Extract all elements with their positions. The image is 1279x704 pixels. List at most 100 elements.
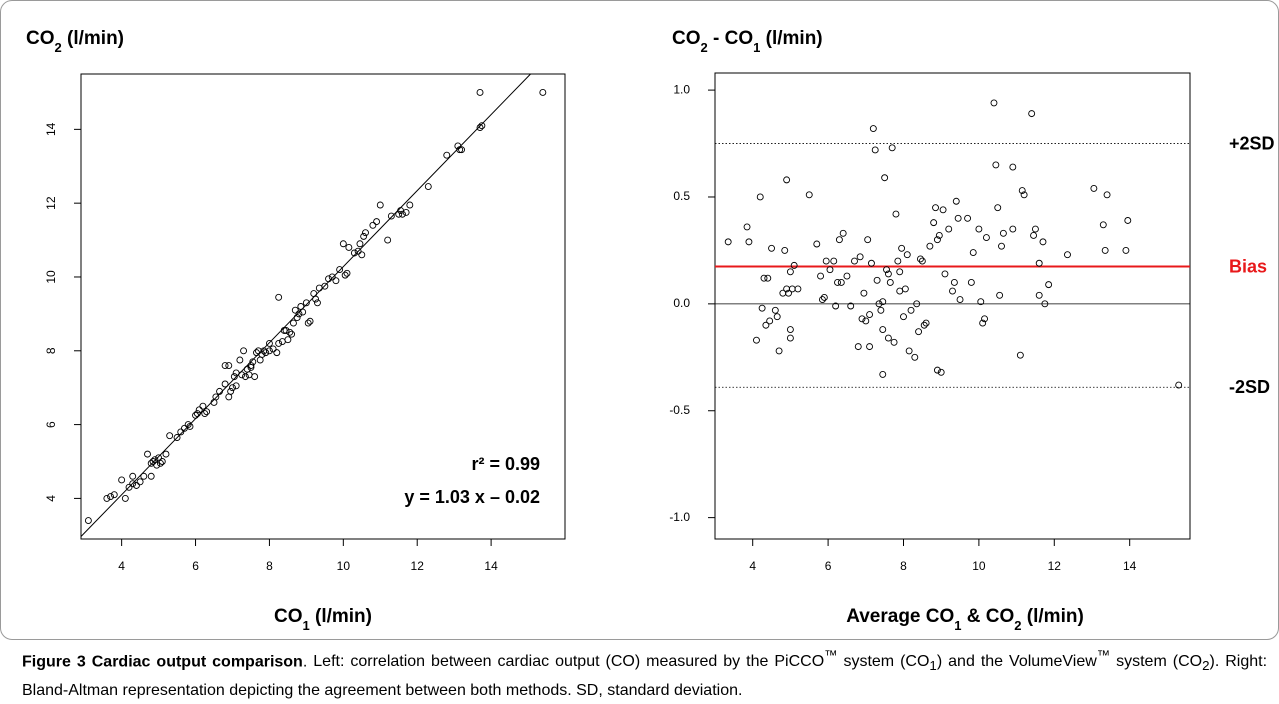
data-point	[786, 326, 794, 333]
regression-line	[80, 73, 531, 537]
data-point	[758, 304, 766, 312]
data-point	[1009, 163, 1017, 171]
data-point	[230, 373, 238, 381]
data-point	[773, 313, 781, 321]
data-point	[856, 253, 864, 261]
data-point	[1035, 259, 1043, 267]
data-point	[476, 124, 484, 131]
data-point	[129, 480, 137, 488]
data-point	[898, 244, 906, 252]
data-point	[967, 279, 975, 286]
data-point	[136, 478, 144, 486]
data-point	[1035, 291, 1043, 299]
data-point	[854, 343, 862, 351]
data-point	[229, 384, 236, 392]
data-point	[982, 234, 990, 242]
data-point	[118, 476, 126, 484]
data-point	[125, 483, 133, 491]
data-point	[1124, 217, 1132, 224]
data-point	[478, 122, 486, 130]
data-point	[241, 373, 249, 381]
data-point	[724, 238, 732, 246]
data-point	[932, 204, 939, 212]
data-point	[121, 494, 129, 502]
data-point	[903, 251, 911, 259]
data-point	[265, 347, 273, 355]
data-point	[905, 347, 913, 355]
data-point	[476, 89, 484, 96]
data-point	[839, 229, 847, 237]
data-point	[1101, 246, 1109, 254]
data-point	[918, 257, 926, 265]
left-scatter-chart: CO2 (l/min) 4 6 8 10 12 14 4 6 8 10 12 14 r² = 0.9…	[26, 28, 566, 633]
right-x-axis-label: Average CO1 & CO2 (l/min)	[846, 606, 1084, 633]
data-point	[786, 268, 794, 276]
data-point	[166, 432, 174, 440]
right-y-tick-label: 1.0	[673, 82, 690, 96]
data-point	[1103, 191, 1111, 199]
data-point	[1175, 381, 1183, 389]
right-y-tick-label: -1.0	[669, 510, 690, 524]
data-point	[890, 338, 898, 346]
figure-caption: Figure 3 Cardiac output comparison. Left…	[22, 648, 1268, 699]
data-point	[1122, 246, 1130, 254]
data-point	[879, 298, 887, 306]
data-point	[282, 327, 290, 334]
data-point	[186, 422, 194, 430]
left-y-tick-label: 12	[44, 196, 58, 210]
r-squared-annotation: r² = 0.99	[471, 454, 540, 474]
data-point	[996, 291, 1004, 299]
data-point	[275, 293, 283, 301]
right-y-tick-label: 0.0	[673, 296, 690, 310]
data-point	[945, 225, 953, 233]
data-point	[762, 321, 770, 329]
data-point	[192, 411, 199, 419]
data-point	[286, 328, 294, 336]
data-point	[999, 229, 1007, 237]
data-point	[937, 368, 945, 376]
data-point	[832, 302, 840, 310]
data-point	[260, 347, 268, 355]
left-y-axis-label: CO2 (l/min)	[26, 28, 124, 55]
data-point	[956, 296, 964, 304]
data-point	[886, 279, 894, 286]
data-point	[387, 212, 395, 220]
data-point	[384, 236, 392, 244]
left-y-ticks: 4 6 8 10 12 14	[44, 122, 81, 502]
data-point	[933, 366, 941, 374]
data-point	[212, 393, 220, 401]
left-x-tick-label: 8	[266, 559, 273, 573]
data-point	[149, 458, 157, 465]
data-point	[877, 306, 885, 314]
data-point	[911, 353, 919, 361]
data-point	[406, 201, 414, 209]
data-point	[238, 371, 246, 379]
data-point	[345, 244, 353, 251]
data-point	[221, 380, 229, 388]
right-x-ticks: 4 6 8 10 12 14	[749, 539, 1137, 573]
data-point	[835, 236, 843, 244]
data-point	[195, 406, 203, 414]
data-point	[826, 266, 834, 274]
data-point	[862, 317, 870, 325]
data-point	[289, 319, 297, 327]
data-point	[894, 257, 902, 265]
left-y-tick-label: 14	[44, 122, 58, 136]
data-point	[883, 266, 890, 274]
data-point	[1039, 238, 1047, 246]
data-point	[917, 255, 924, 263]
data-point	[753, 336, 760, 344]
left-data-points	[84, 89, 547, 524]
data-point	[304, 319, 312, 327]
data-point	[240, 347, 248, 355]
left-x-tick-label: 14	[484, 559, 498, 573]
data-point	[254, 347, 262, 355]
data-point	[847, 302, 855, 310]
data-point	[884, 334, 892, 342]
data-point	[354, 247, 362, 255]
data-point	[147, 472, 155, 480]
data-point	[1028, 110, 1036, 118]
data-point	[343, 269, 351, 277]
data-point	[269, 345, 277, 353]
figure-canvas: CO2 (l/min) 4 6 8 10 12 14 4 6 8 10 12 14 r² = 0.9…	[26, 28, 1275, 633]
